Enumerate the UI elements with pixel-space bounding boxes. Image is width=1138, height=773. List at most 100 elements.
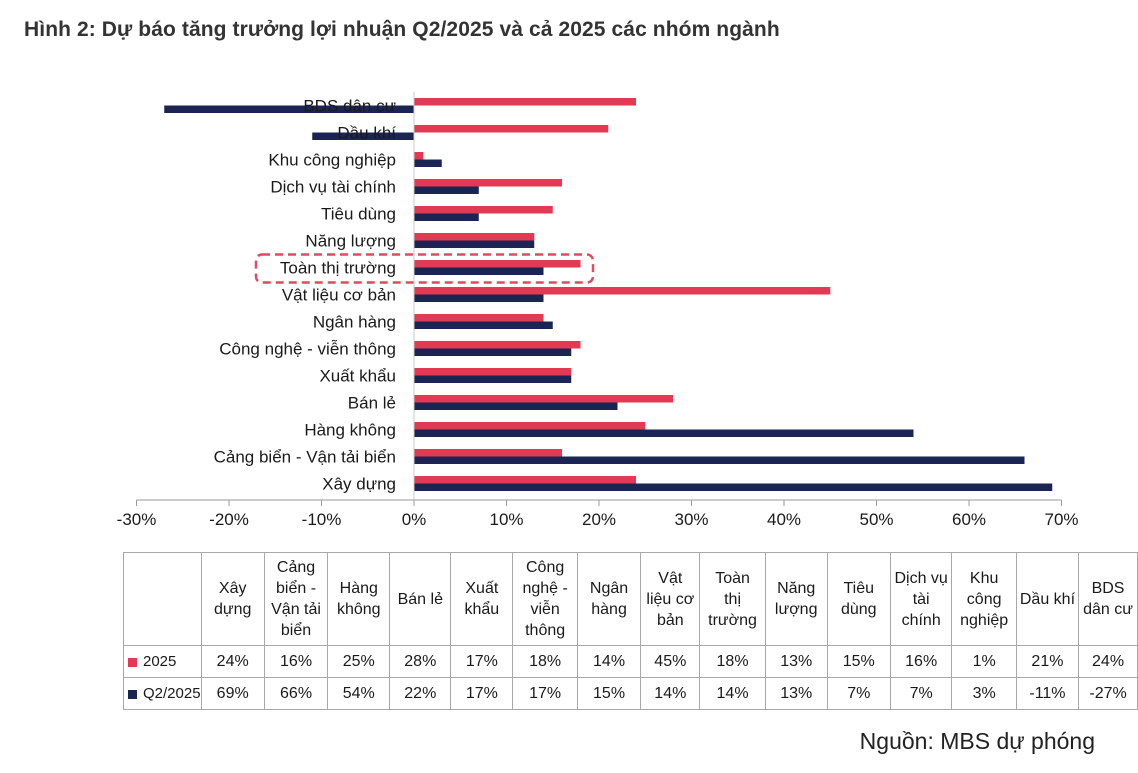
category-label: Dầu khí (337, 124, 396, 143)
header-line: thông (525, 622, 566, 639)
bar-chart: BDS dân cư Dầu khí Khu công nghiệp Dịch vụ … (117, 92, 1079, 529)
header-line: Bán lẻ (397, 590, 443, 608)
category-label: Vật liệu cơ bản (282, 286, 396, 305)
header-line: thị (724, 590, 741, 608)
table-header-cell: Toàn thị trường (699, 552, 766, 646)
table-value-cell: 54% (327, 677, 391, 710)
header-line: Xây (218, 580, 247, 597)
table-value-cell: 45% (640, 645, 701, 678)
x-tick-label: 0% (402, 510, 427, 529)
header-line: Khu (969, 569, 999, 587)
table-row: Q2/2025 69% 66% 54% 22% 17% 17% 15% 14% 14% 13% 7% 7… (123, 677, 1138, 710)
x-tick-label: 30% (674, 510, 708, 529)
header-line: nghệ - (522, 580, 568, 597)
table-value-cell: 1% (951, 645, 1017, 678)
x-tick-label: 10% (489, 510, 523, 529)
category-label: Dịch vụ tài chính (270, 178, 396, 197)
table-corner-cell (123, 552, 202, 646)
table-header-cell: Năng lượng (764, 552, 828, 646)
table-header-cell: Dầu khí (1015, 552, 1080, 646)
category-label: BDS dân cư (303, 97, 396, 116)
category-label: Năng lượng (305, 232, 396, 251)
series-label: 2025 (143, 653, 177, 670)
header-line: tài (912, 590, 930, 608)
bar-q2-2025 (414, 402, 618, 410)
header-line: trường (708, 611, 757, 629)
x-tick-label: -10% (302, 510, 342, 529)
table-header-cell: Hàng không (327, 552, 391, 646)
table-header-cell: BDS dân cư (1078, 552, 1138, 646)
series-label: Q2/2025 (143, 685, 201, 702)
bar-2025 (414, 152, 424, 160)
bar-q2-2025 (414, 348, 572, 356)
table-header-cell: Dịch vụ tài chính (889, 552, 953, 646)
series-label-cell: 2025 (123, 645, 202, 678)
bar-2025 (414, 98, 636, 106)
table-value-cell: 13% (764, 645, 828, 678)
bar-q2-2025 (414, 483, 1053, 491)
table-value-cell: 14% (640, 677, 701, 710)
table-header-cell: Bán lẻ (389, 552, 452, 646)
highlight-box (254, 253, 595, 284)
category-label: Công nghệ - viễn thông (219, 340, 396, 359)
header-line: hàng (591, 601, 627, 618)
header-line: bản (656, 611, 684, 629)
header-line: dân cư (1083, 601, 1133, 618)
table-value-cell: 24% (1078, 645, 1138, 678)
table-header-cell: Khu công nghiệp (951, 552, 1017, 646)
header-line: không (336, 601, 381, 618)
table-value-cell: -27% (1078, 677, 1138, 710)
bar-q2-2025 (414, 429, 914, 437)
legend-swatch (128, 657, 137, 667)
bar-2025 (414, 179, 562, 187)
table-value-cell: 24% (200, 645, 265, 678)
table-value-cell: -11% (1015, 677, 1080, 710)
source-note: Nguồn: MBS dự phóng (859, 728, 1095, 754)
header-line: Năng (777, 580, 816, 597)
header-line: nghiệp (960, 611, 1009, 629)
table-value-cell: 13% (764, 677, 828, 710)
x-tick-label: 20% (582, 510, 616, 529)
header-line: liệu cơ (646, 590, 695, 608)
table-value-cell: 69% (200, 677, 265, 710)
header-line: biển - (276, 580, 317, 597)
table-value-cell: 28% (389, 645, 452, 678)
table-value-cell: 17% (450, 645, 514, 678)
bar-q2-2025 (414, 267, 544, 275)
table-value-cell: 16% (263, 645, 329, 678)
bar-2025 (414, 395, 673, 403)
header-line: Dịch vụ (894, 569, 948, 587)
table-row: 2025 24% 16% 25% 28% 17% 18% 14% 45% 18% 13% 15% 16%… (123, 645, 1138, 678)
header-line: Công (526, 559, 565, 576)
x-tick-label: 60% (952, 510, 986, 529)
header-line: Tiêu (843, 580, 875, 597)
table-value-cell: 15% (576, 677, 642, 710)
header-line: chính (901, 611, 941, 629)
bar-q2-2025 (414, 456, 1025, 464)
header-line: Toàn (715, 569, 750, 587)
data-table: Xây dựng Cảng biển - Vận tải biển Hàng không Bán… (123, 552, 1138, 710)
x-tick-label: -30% (117, 510, 157, 529)
header-line: dùng (840, 601, 877, 618)
header-line: công (966, 590, 1002, 608)
bar-2025 (414, 125, 609, 133)
bar-2025 (414, 449, 562, 457)
chart-title: Hình 2: Dự báo tăng trưởng lợi nhuận Q2/… (24, 18, 780, 41)
table-header-cell: Vật liệu cơ bản (640, 552, 701, 646)
header-line: biển (280, 622, 312, 639)
bar-q2-2025 (312, 132, 414, 140)
header-line: Vận tải (271, 601, 321, 618)
table-value-cell: 17% (512, 677, 578, 710)
bar-2025 (414, 260, 581, 268)
header-line: Hàng (339, 580, 378, 597)
table-header-cell: Ngân hàng (576, 552, 642, 646)
table-value-cell: 25% (327, 645, 391, 678)
header-line: Vật (658, 569, 683, 587)
table-value-cell: 16% (889, 645, 953, 678)
x-tick-label: 70% (1044, 510, 1078, 529)
header-line: dựng (213, 601, 252, 618)
category-label: Xây dựng (322, 475, 396, 494)
bar-q2-2025 (414, 159, 442, 167)
table-value-cell: 18% (512, 645, 578, 678)
table-value-cell: 21% (1015, 645, 1080, 678)
